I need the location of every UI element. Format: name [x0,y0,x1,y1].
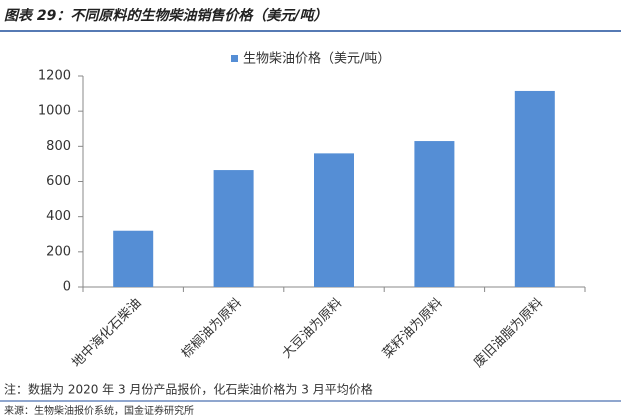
y-tick-label: 1000 [38,104,71,119]
bar [514,90,555,287]
chart-title: 图表 29：不同原料的生物柴油销售价格（美元/吨） [4,7,327,24]
bar [213,170,254,287]
legend-swatch [231,55,238,62]
bar [414,141,455,287]
y-tick-label: 600 [46,174,71,189]
x-tick-label: 地中海化石柴油 [70,296,145,371]
bar [113,230,154,287]
x-tick-label: 菜籽油为原料 [380,296,446,362]
y-tick-label: 1200 [38,69,71,84]
note: 注：数据为 2020 年 3 月份产品报价，化石柴油价格为 3 月平均价格 [4,382,373,397]
x-tick-label: 棕榈油为原料 [179,296,245,362]
y-tick-label: 800 [46,139,71,154]
y-tick-label: 400 [46,209,71,224]
source: 来源：生物柴油报价系统，国金证券研究所 [4,404,194,417]
bar [314,153,354,287]
y-tick-label: 200 [46,244,71,259]
x-tick-label: 废旧油脂为原料 [470,295,546,371]
y-tick-label: 0 [63,280,71,295]
legend-label: 生物柴油价格（美元/吨） [243,51,390,67]
x-tick-label: 大豆油为原料 [280,296,346,362]
